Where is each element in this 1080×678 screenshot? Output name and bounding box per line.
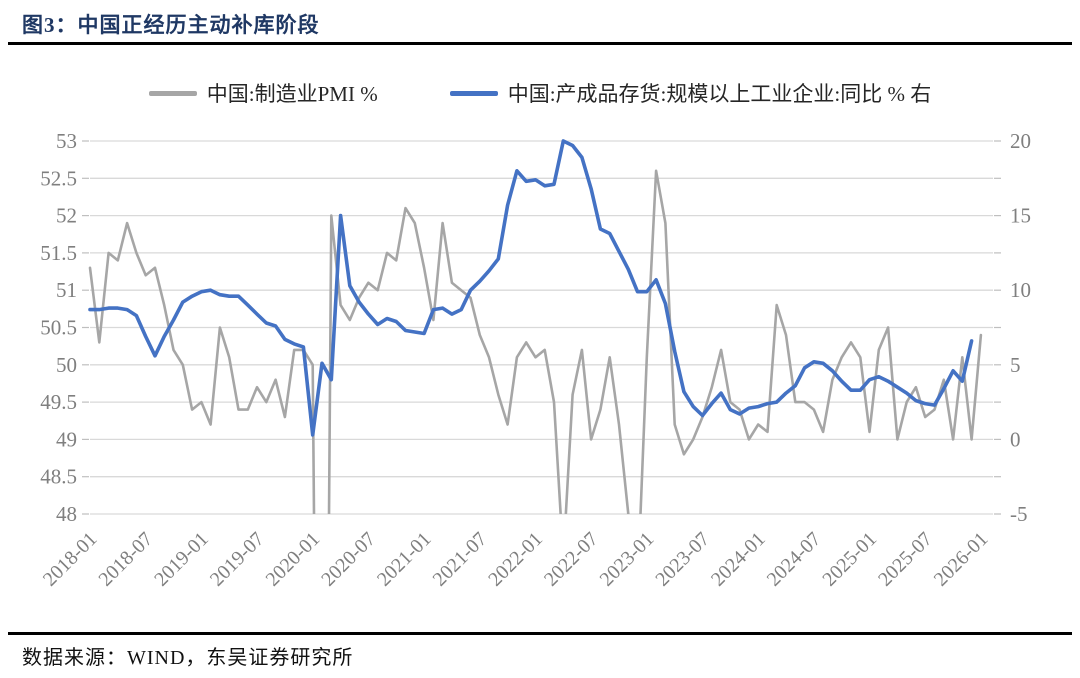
data-source-note: 数据来源：WIND，东吴证券研究所 (22, 647, 354, 669)
x-axis-tick-label: 2025-01 (818, 528, 881, 591)
left-axis-tick-label: 51 (56, 278, 77, 302)
x-axis-tick-label: 2021-01 (373, 528, 436, 591)
x-axis-tick-label: 2026-01 (930, 528, 993, 591)
left-axis-tick-label: 52 (56, 204, 77, 228)
legend-label-inventory: 中国:产成品存货:规模以上工业企业:同比 % 右 (507, 82, 932, 106)
legend-item-inventory: 中国:产成品存货:规模以上工业企业:同比 % 右 (449, 78, 932, 108)
left-axis-tick-label: 48 (56, 502, 77, 526)
left-axis-tick-label: 51.5 (40, 241, 77, 265)
right-axis-tick-label: 15 (1010, 204, 1031, 228)
x-axis-tick-label: 2025-07 (874, 528, 937, 591)
x-axis-tick-label: 2024-01 (707, 528, 770, 591)
inventory-line-swatch (449, 90, 498, 96)
left-axis-tick-label: 48.5 (40, 465, 77, 489)
left-axis-tick-label: 49.5 (40, 390, 77, 414)
x-axis-tick-label: 2023-01 (596, 528, 659, 591)
legend-label-pmi: 中国:制造业PMI % (206, 82, 378, 106)
x-axis-tick-label: 2019-07 (206, 528, 269, 591)
left-axis-tick-label: 52.5 (40, 166, 77, 190)
x-axis-tick-label: 2022-01 (484, 528, 547, 591)
title-divider-line (8, 42, 1072, 45)
x-axis-tick-label: 2020-01 (262, 528, 325, 591)
right-axis-tick-label: 20 (1010, 129, 1031, 153)
x-axis-tick-label: 2018-07 (95, 528, 158, 591)
x-axis-tick-label: 2020-07 (317, 528, 380, 591)
x-axis-tick-label: 2024-07 (763, 528, 826, 591)
x-axis-tick-label: 2023-07 (651, 528, 714, 591)
left-axis-tick-label: 49 (56, 427, 77, 451)
right-axis-tick-label: -5 (1010, 502, 1028, 526)
left-axis-tick-label: 50.5 (40, 316, 77, 340)
inventory-series-line (88, 139, 974, 437)
right-axis-tick-label: 5 (1010, 353, 1021, 377)
pmi-line-swatch (148, 90, 197, 96)
left-axis-tick-label: 53 (56, 129, 77, 153)
x-axis-tick-label: 2019-01 (150, 528, 213, 591)
x-axis-tick-label: 2018-01 (39, 528, 102, 591)
x-axis-tick-label: 2022-07 (540, 528, 603, 591)
legend-item-pmi: 中国:制造业PMI % (148, 78, 378, 108)
right-axis-tick-label: 0 (1010, 427, 1021, 451)
figure-title: 图3：中国正经历主动补库阶段 (22, 13, 320, 37)
footer-divider-line (8, 632, 1072, 635)
right-axis-tick-label: 10 (1010, 278, 1031, 302)
pmi-series-line (88, 169, 983, 514)
left-axis-tick-label: 50 (56, 353, 77, 377)
x-axis-tick-label: 2021-07 (429, 528, 492, 591)
chart-legend: 中国:制造业PMI % 中国:产成品存货:规模以上工业企业:同比 % 右 (0, 78, 1080, 108)
dual-axis-line-chart: 48 48.5 49 49.5 50 50.5 51 51.5 52 52.5 53 -5 0 5 10 15… (39, 129, 1031, 591)
